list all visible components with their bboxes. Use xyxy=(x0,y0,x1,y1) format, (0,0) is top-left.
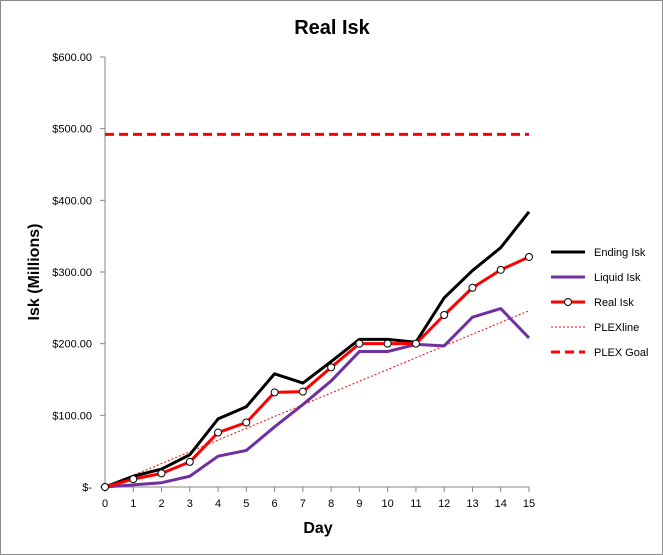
x-tick-label: 12 xyxy=(438,498,450,510)
y-tick-label: $100.00 xyxy=(52,410,92,422)
series-line-real-isk xyxy=(104,255,530,489)
x-tick-label: 0 xyxy=(102,498,108,510)
y-tick-label: $300.00 xyxy=(52,267,92,279)
legend-label-real-isk: Real Isk xyxy=(594,297,634,309)
data-point-real-isk xyxy=(355,339,364,348)
y-tick-label: $400.00 xyxy=(52,195,92,207)
data-point-real-isk xyxy=(185,457,194,466)
data-point-real-isk xyxy=(270,388,279,397)
data-point-real-isk xyxy=(242,418,251,427)
x-tick-label: 8 xyxy=(328,498,334,510)
x-tick-label: 13 xyxy=(466,498,478,510)
chart-title: Real Isk xyxy=(294,17,370,39)
series-line-ending-isk xyxy=(104,210,531,489)
series-line-liquid-isk xyxy=(104,307,531,489)
data-point-real-isk xyxy=(383,339,392,348)
data-point-real-isk xyxy=(327,363,336,372)
data-point-real-isk xyxy=(496,265,505,274)
y-tick-label: $200.00 xyxy=(52,339,92,351)
x-tick-label: 6 xyxy=(272,498,278,510)
legend-marker xyxy=(564,298,572,306)
x-tick-label: 3 xyxy=(187,498,193,510)
data-point-real-isk xyxy=(298,387,307,396)
data-point-real-isk xyxy=(129,475,138,484)
legend: Ending Isk Liquid Isk Real Isk PLEXline PLEX… xyxy=(551,247,648,359)
legend-label-plexline: PLEXline xyxy=(594,322,639,334)
data-point-real-isk xyxy=(214,428,223,437)
data-point-real-isk xyxy=(157,469,166,478)
legend-label-liquid-isk: Liquid Isk xyxy=(594,272,641,284)
x-tick-label: 1 xyxy=(130,498,136,510)
legend-label-ending-isk: Ending Isk xyxy=(594,247,646,259)
data-point-real-isk xyxy=(525,252,533,261)
x-tick-label: 7 xyxy=(300,498,306,510)
x-tick-label: 9 xyxy=(356,498,362,510)
x-tick-label: 5 xyxy=(243,498,249,510)
x-tick-label: 11 xyxy=(410,498,421,510)
x-tick-label: 14 xyxy=(495,498,507,510)
data-point-real-isk xyxy=(440,311,449,319)
x-axis-title: Day xyxy=(303,520,332,537)
x-tick-label: 15 xyxy=(523,498,535,510)
y-tick-label: $600.00 xyxy=(52,52,92,64)
data-point-real-isk xyxy=(411,339,420,348)
x-tick-label: 10 xyxy=(382,498,394,510)
x-tick-label: 2 xyxy=(158,498,164,510)
data-point-real-isk xyxy=(101,483,109,491)
data-point-real-isk xyxy=(468,283,477,292)
y-tick-label: $500.00 xyxy=(52,124,92,136)
series-line-plexline xyxy=(104,310,530,488)
y-tick-label: $- xyxy=(82,482,92,494)
x-tick-label: 4 xyxy=(215,498,221,510)
y-axis-title: Isk (Millions) xyxy=(26,224,43,321)
plot-area: $- $100.00 $200.00 $300.00 $400.00 $500.00 $60… xyxy=(52,52,535,510)
legend-label-plex-goal: PLEX Goal xyxy=(594,347,648,359)
